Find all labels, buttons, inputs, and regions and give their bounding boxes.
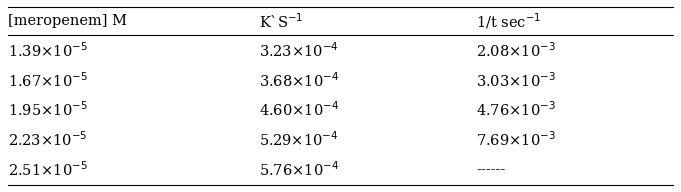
Text: 1.39×10$^{-5}$: 1.39×10$^{-5}$ [8, 41, 88, 60]
Text: 1.67×10$^{-5}$: 1.67×10$^{-5}$ [8, 71, 88, 89]
Text: ------: ------ [476, 163, 505, 177]
Text: K`S$^{-1}$: K`S$^{-1}$ [259, 12, 304, 31]
Text: 2.51×10$^{-5}$: 2.51×10$^{-5}$ [8, 161, 88, 179]
Text: 4.60×10$^{-4}$: 4.60×10$^{-4}$ [259, 101, 339, 119]
Text: 3.03×10$^{-3}$: 3.03×10$^{-3}$ [476, 71, 556, 89]
Text: 2.23×10$^{-5}$: 2.23×10$^{-5}$ [8, 131, 88, 149]
Text: 1.95×10$^{-5}$: 1.95×10$^{-5}$ [8, 101, 88, 119]
Text: 3.68×10$^{-4}$: 3.68×10$^{-4}$ [259, 71, 339, 89]
Text: [meropenem] M: [meropenem] M [8, 14, 127, 28]
Text: 7.69×10$^{-3}$: 7.69×10$^{-3}$ [476, 131, 556, 149]
Text: 5.29×10$^{-4}$: 5.29×10$^{-4}$ [259, 131, 338, 149]
Text: 3.23×10$^{-4}$: 3.23×10$^{-4}$ [259, 41, 339, 60]
Text: 4.76×10$^{-3}$: 4.76×10$^{-3}$ [476, 101, 556, 119]
Text: 2.08×10$^{-3}$: 2.08×10$^{-3}$ [476, 41, 556, 60]
Text: 1/t sec$^{-1}$: 1/t sec$^{-1}$ [476, 11, 541, 31]
Text: 5.76×10$^{-4}$: 5.76×10$^{-4}$ [259, 161, 339, 179]
